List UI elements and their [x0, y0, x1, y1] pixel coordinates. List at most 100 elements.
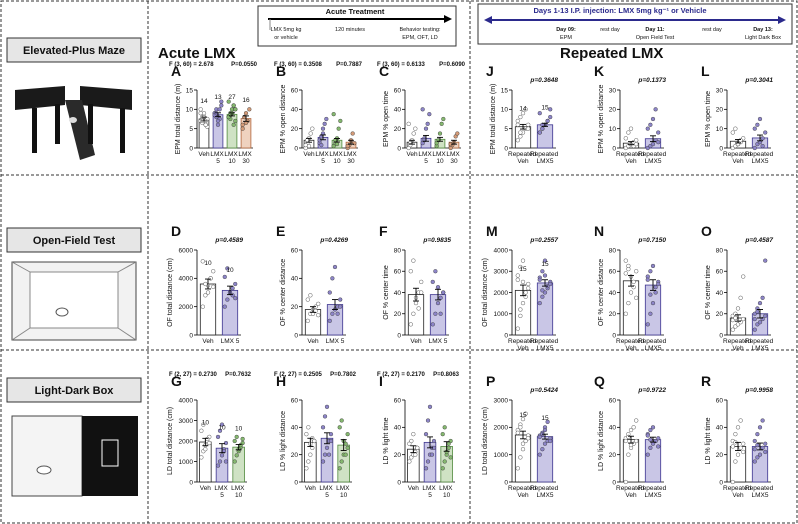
x-tick-label-line: Veh [625, 492, 637, 499]
x-tick-label: LMX 10 [439, 485, 454, 499]
data-point [760, 295, 765, 300]
data-point [219, 422, 225, 427]
data-point [656, 444, 661, 449]
data-point [650, 301, 656, 306]
data-point [198, 107, 203, 112]
data-point [626, 130, 631, 135]
x-tick-label: Veh [406, 151, 418, 158]
y-tick-label: 1000 [494, 452, 509, 459]
error-bar [542, 279, 548, 287]
y-tick-label: 0 [719, 145, 723, 152]
data-point [650, 263, 656, 269]
x-tick-label: LMX 10 [224, 151, 239, 165]
data-point [741, 441, 746, 446]
y-tick-label: 20 [609, 107, 617, 114]
y-tick-label: 0 [397, 145, 401, 152]
y-axis-label: EPM % open time [383, 91, 390, 147]
data-point [324, 116, 329, 122]
data-point [345, 445, 350, 450]
data-point [320, 425, 326, 430]
x-tick-label-line: Repeated [530, 151, 560, 158]
data-point [313, 308, 318, 314]
y-tick-label: 60 [394, 87, 402, 94]
data-point [223, 440, 229, 446]
data-point [650, 425, 656, 430]
data-point [308, 293, 313, 298]
data-point [440, 432, 445, 437]
data-point [320, 126, 326, 131]
data-point [733, 459, 738, 464]
y-tick-label: 0 [294, 479, 298, 486]
error-bar [409, 139, 415, 145]
error-bar [650, 279, 656, 291]
y-tick-label: 20 [716, 311, 724, 318]
data-point [515, 118, 520, 124]
timeline-text: EPM [560, 35, 572, 41]
repeated-timeline: Days 1-13 I.P. injection: LMX 5mg kg⁻¹ o… [477, 3, 793, 45]
error-bar [235, 444, 242, 451]
x-tick-label-line: Repeated [723, 338, 753, 345]
stat-text: F (2, 27) = 0.2170 [377, 372, 426, 378]
data-point [322, 414, 328, 419]
stat-text: P=0.6090 [439, 62, 466, 68]
data-point [515, 326, 520, 331]
data-point [427, 112, 432, 117]
x-tick-label-line: LMX [432, 151, 447, 158]
panel-letter: N [594, 223, 604, 239]
data-point [231, 122, 236, 127]
bar [536, 124, 554, 149]
data-point [217, 459, 223, 464]
data-point [755, 432, 760, 437]
data-point [733, 126, 738, 131]
y-tick-label: 40 [716, 425, 724, 432]
x-tick-label-line: Repeated [723, 485, 753, 492]
data-point [634, 295, 639, 300]
data-point [645, 126, 650, 131]
data-point [645, 433, 650, 438]
data-point [222, 304, 227, 309]
x-tick-label: LMX 30 [343, 151, 358, 165]
data-point [730, 479, 735, 485]
data-point [653, 290, 658, 295]
x-tick-label: LMX 10 [336, 485, 351, 499]
data-point [441, 116, 446, 122]
x-tick-label: Veh [408, 485, 420, 492]
timeline-text: Day 13: [753, 27, 773, 33]
y-tick-label: 4000 [494, 247, 509, 254]
error-bar [520, 123, 526, 130]
data-point [523, 107, 528, 112]
error-bar [451, 139, 457, 145]
x-tick-label: LMX 10 [329, 151, 344, 165]
y-tick-label: 4000 [179, 276, 194, 283]
x-tick-label-line: Veh [732, 492, 744, 499]
data-point [219, 99, 224, 104]
data-point [518, 264, 523, 270]
y-tick-label: 3000 [494, 269, 509, 276]
y-axis-label: LD % light time [383, 417, 390, 464]
y-tick-label: 15 [501, 87, 509, 94]
data-point [515, 277, 520, 282]
x-tick-label-line: LMX [329, 151, 344, 158]
data-point [755, 309, 760, 314]
data-point [211, 284, 216, 289]
data-point [515, 430, 520, 435]
x-tick-label-line: Repeated [638, 151, 668, 158]
data-point [752, 126, 757, 131]
data-point [334, 142, 340, 147]
data-point [240, 126, 245, 131]
n-label: 15 [519, 266, 527, 273]
error-bar [443, 441, 450, 452]
y-tick-label: 60 [609, 269, 617, 276]
x-tick-label: LMX 30 [446, 151, 461, 165]
y-tick-label: 0 [189, 479, 193, 486]
x-tick-label-line: 30 [242, 158, 250, 165]
data-point [623, 258, 628, 263]
panel-letter: P [486, 373, 495, 389]
data-point [201, 422, 206, 427]
y-tick-label: 6000 [179, 247, 194, 254]
data-point [441, 290, 446, 295]
data-point [548, 107, 553, 112]
data-point [626, 301, 631, 306]
data-point [338, 118, 343, 124]
y-tick-label: 60 [291, 247, 299, 254]
